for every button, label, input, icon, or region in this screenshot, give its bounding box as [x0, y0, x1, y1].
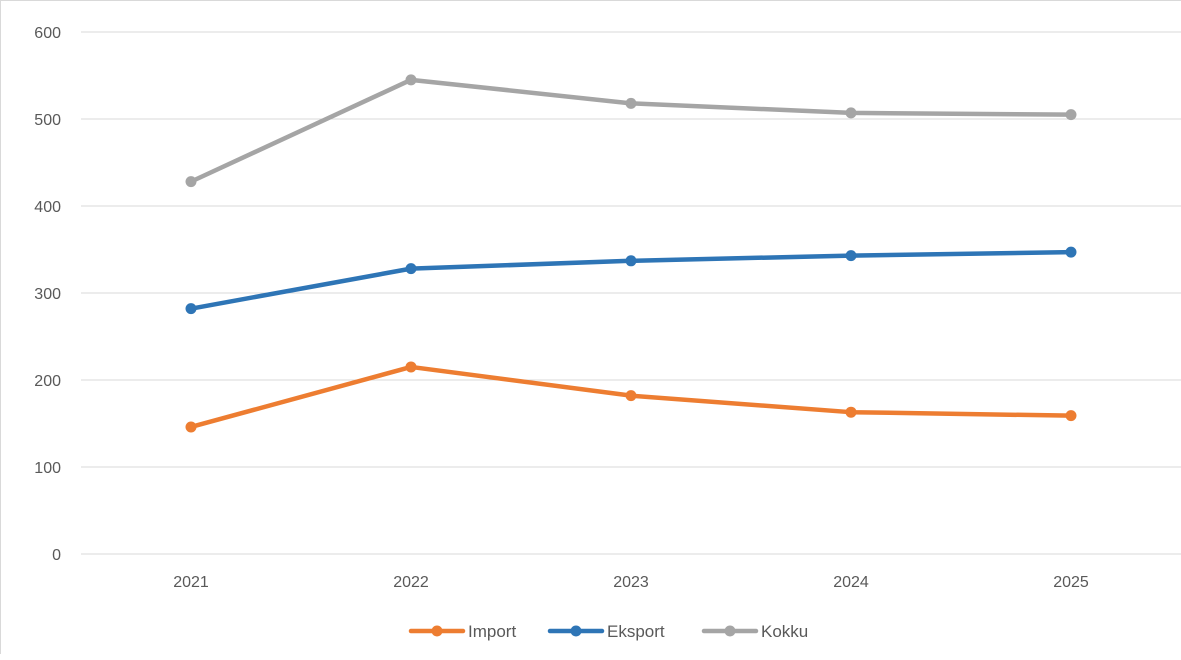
series-kokku — [185, 74, 1077, 188]
y-tick-label: 600 — [34, 25, 61, 42]
y-tick-label: 300 — [34, 286, 61, 303]
legend-label: Eksport — [607, 622, 665, 641]
data-point-kokku-2022 — [405, 74, 417, 86]
data-point-import-2023 — [625, 390, 637, 402]
y-tick-label: 100 — [34, 460, 61, 477]
x-axis-tick-labels: 2021 2022 2023 2024 2025 — [173, 574, 1089, 591]
x-tick-label: 2022 — [393, 574, 429, 591]
data-point-eksport-2023 — [625, 255, 637, 267]
legend-item-kokku: Kokku — [701, 622, 808, 641]
y-tick-label: 200 — [34, 373, 61, 390]
data-point-eksport-2021 — [185, 303, 197, 315]
x-tick-label: 2024 — [833, 574, 869, 591]
series-lines — [185, 74, 1077, 433]
data-point-eksport-2024 — [845, 250, 857, 262]
data-point-kokku-2021 — [185, 176, 197, 188]
data-point-eksport-2022 — [405, 263, 417, 275]
legend-marker — [431, 625, 443, 637]
legend-item-eksport: Eksport — [547, 622, 665, 641]
y-tick-label: 0 — [52, 547, 61, 564]
legend-label: Kokku — [761, 622, 808, 641]
y-tick-label: 500 — [34, 112, 61, 129]
series-eksport — [185, 246, 1077, 315]
data-point-kokku-2024 — [845, 107, 857, 119]
gridlines — [81, 31, 1181, 555]
data-point-eksport-2025 — [1065, 246, 1077, 258]
legend-marker — [724, 625, 736, 637]
legend: Import Eksport Kokku — [408, 622, 808, 641]
legend-marker — [570, 625, 582, 637]
data-point-import-2024 — [845, 406, 857, 418]
series-import — [185, 361, 1077, 433]
y-tick-label: 400 — [34, 199, 61, 216]
data-point-kokku-2023 — [625, 97, 637, 109]
x-tick-label: 2025 — [1053, 574, 1089, 591]
data-point-import-2021 — [185, 421, 197, 433]
x-tick-label: 2023 — [613, 574, 649, 591]
data-point-kokku-2025 — [1065, 109, 1077, 121]
legend-item-import: Import — [408, 622, 516, 641]
y-axis-tick-labels: 0 100 200 300 400 500 600 — [34, 25, 61, 564]
series-line-kokku — [188, 77, 1074, 184]
x-tick-label: 2021 — [173, 574, 209, 591]
data-point-import-2025 — [1065, 410, 1077, 422]
legend-label: Import — [468, 622, 516, 641]
data-point-import-2022 — [405, 361, 417, 373]
